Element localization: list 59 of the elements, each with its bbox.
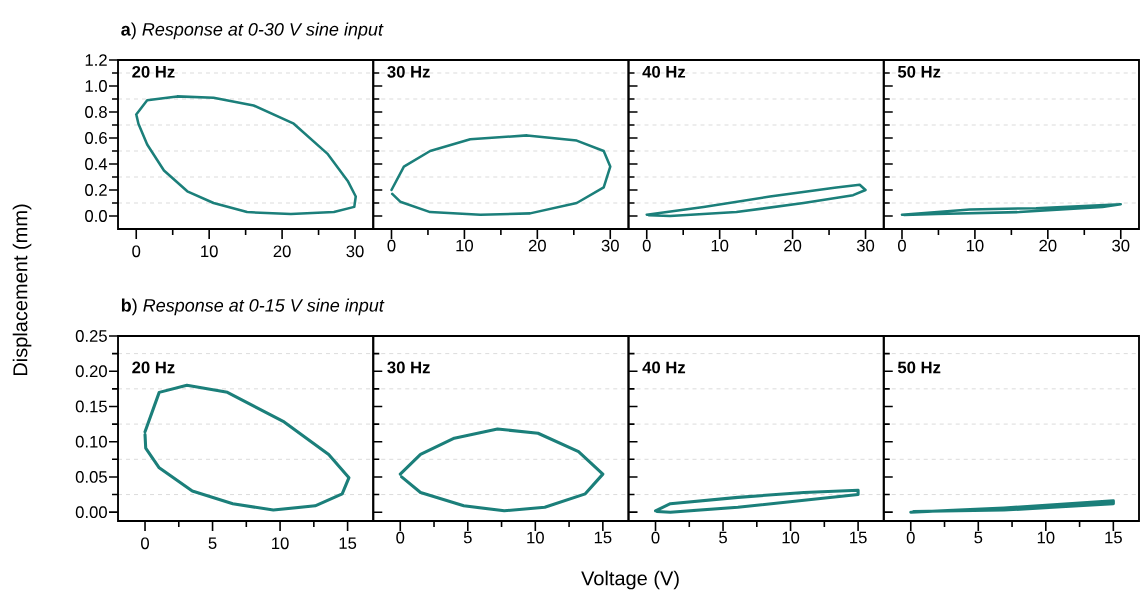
annotation: 20 Hz bbox=[132, 65, 175, 78]
x-tick-label: 20 bbox=[273, 245, 291, 258]
y-tick-label: 0.0 bbox=[85, 210, 107, 222]
y-tick-label: 0.25 bbox=[75, 330, 107, 342]
annotation: 40 Hz bbox=[642, 65, 686, 78]
x-tick-label: 20 bbox=[1039, 239, 1057, 252]
x-tick-label: 0 bbox=[132, 245, 141, 258]
y-tick-label: 0.20 bbox=[75, 365, 107, 378]
x-tick-label: 15 bbox=[339, 537, 357, 550]
x-tick-label: 0 bbox=[141, 537, 149, 550]
x-tick-label: 20 bbox=[784, 239, 802, 252]
x-tick-label: 15 bbox=[850, 531, 867, 544]
chart-title: b) Response at 0-15 V sine input bbox=[121, 298, 385, 316]
x-tick-label: 0 bbox=[387, 239, 396, 252]
x-tick-label: 10 bbox=[782, 531, 800, 544]
y-tick-label: 0.10 bbox=[75, 435, 107, 448]
x-tick-label: 0 bbox=[396, 531, 405, 544]
x-tick-label: 10 bbox=[1037, 531, 1055, 544]
x-tick-label: 10 bbox=[711, 239, 729, 252]
x-tick-label: 10 bbox=[272, 537, 289, 550]
x-tick-label: 30 bbox=[346, 245, 364, 258]
x-tick-label: 20 bbox=[528, 239, 546, 252]
x-tick-label: 5 bbox=[719, 531, 727, 544]
x-tick-label: 5 bbox=[463, 531, 472, 544]
x-tick-label: 0 bbox=[642, 239, 651, 252]
annotation: 30 Hz bbox=[387, 65, 430, 78]
x-tick-label: 0 bbox=[906, 531, 915, 544]
x-tick-label: 10 bbox=[527, 531, 544, 544]
line-series bbox=[143, 383, 351, 512]
y-tick-label: 0.00 bbox=[75, 506, 107, 519]
y-tick-label: 0.8 bbox=[85, 106, 107, 118]
x-tick-label: 10 bbox=[456, 239, 474, 252]
annotation: 20 Hz bbox=[132, 361, 175, 374]
y-axis-title: Displacement (mm) bbox=[12, 204, 32, 376]
chart-title: a) Response at 0-30 V sine input bbox=[121, 22, 384, 40]
line-series bbox=[134, 95, 358, 216]
x-tick-label: 30 bbox=[1112, 239, 1130, 252]
annotation: 50 Hz bbox=[897, 65, 941, 78]
y-tick-label: 0.15 bbox=[75, 400, 107, 413]
x-axis-title: Voltage (V) bbox=[581, 570, 679, 590]
x-tick-label: 0 bbox=[898, 239, 906, 252]
y-tick-label: 0.6 bbox=[85, 132, 107, 144]
annotation: 30 Hz bbox=[387, 361, 430, 374]
y-tick-label: 0.05 bbox=[75, 471, 107, 483]
y-tick-label: 1.2 bbox=[85, 54, 107, 66]
x-tick-label: 30 bbox=[856, 239, 875, 252]
x-tick-label: 15 bbox=[1105, 531, 1122, 544]
y-tick-label: 1.0 bbox=[85, 80, 107, 92]
x-tick-label: 0 bbox=[651, 531, 660, 544]
x-tick-label: 10 bbox=[201, 245, 218, 258]
x-tick-label: 5 bbox=[974, 531, 983, 544]
annotation: 50 Hz bbox=[897, 361, 941, 374]
x-tick-label: 5 bbox=[208, 537, 217, 550]
x-tick-label: 10 bbox=[966, 239, 984, 252]
y-tick-label: 0.4 bbox=[85, 158, 108, 170]
x-tick-label: 15 bbox=[594, 531, 612, 544]
annotation: 40 Hz bbox=[642, 361, 686, 374]
y-tick-label: 0.2 bbox=[85, 184, 107, 196]
x-tick-label: 30 bbox=[601, 239, 619, 252]
